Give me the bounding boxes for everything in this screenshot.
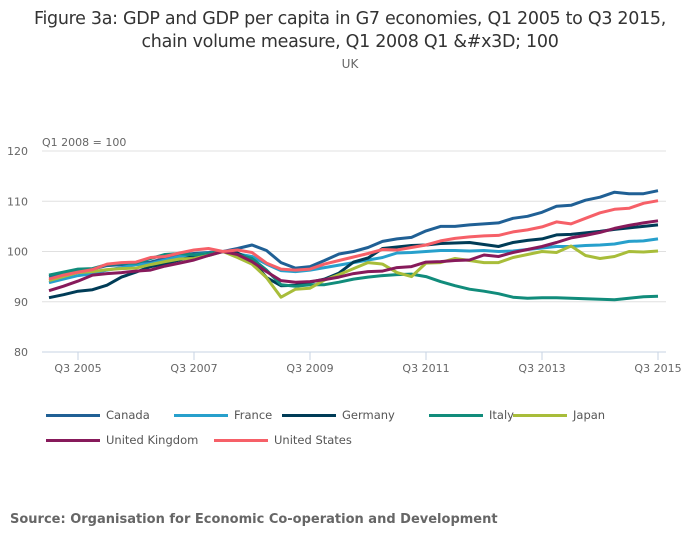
chart-subtitle: UK	[341, 57, 359, 71]
source-note: Source: Organisation for Economic Co-ope…	[10, 512, 498, 527]
chart-title-line-2: chain volume measure, Q1 2008 Q1 &#x3D; …	[141, 32, 559, 52]
x-tick-label: Q3 2009	[286, 362, 333, 375]
legend-label: Canada	[106, 408, 150, 422]
legend-swatch	[429, 413, 483, 417]
legend-label: Italy	[489, 408, 514, 422]
x-axis: Q3 2005 Q3 2007 Q3 2009 Q3 2011 Q3 2013 Q3 20…	[54, 352, 682, 375]
y-tick-label: 90	[14, 296, 28, 309]
y-axis: 80 90 100 110 120	[7, 145, 28, 359]
legend-label: United States	[274, 433, 352, 447]
series-line-germany[interactable]	[48, 223, 659, 300]
legend-swatch	[174, 413, 228, 417]
y-tick-label: 80	[14, 346, 28, 359]
legend-swatch	[513, 413, 567, 417]
series-line-united-kingdom[interactable]	[48, 219, 659, 293]
legend-swatch	[214, 438, 268, 442]
x-tick-label: Q3 2011	[402, 362, 449, 375]
series-lines	[48, 189, 659, 302]
x-tick-label: Q3 2007	[170, 362, 217, 375]
legend-label: France	[234, 408, 273, 422]
legend-item-united-states[interactable]: United States	[214, 433, 352, 447]
legend-item-canada[interactable]: Canada	[46, 408, 150, 422]
x-tick-label: Q3 2005	[54, 362, 101, 375]
chart-title-line-1: Figure 3a: GDP and GDP per capita in G7 …	[33, 9, 667, 29]
x-tick-label: Q3 2013	[518, 362, 565, 375]
legend-swatch	[46, 438, 100, 442]
legend-swatch	[282, 413, 336, 417]
y-tick-label: 100	[7, 246, 28, 259]
series-line-japan[interactable]	[48, 244, 659, 299]
series-line-united-states[interactable]	[48, 199, 659, 281]
legend-label: United Kingdom	[106, 433, 199, 447]
chart-title: Figure 3a: GDP and GDP per capita in G7 …	[0, 8, 700, 54]
legend-label: Japan	[573, 408, 606, 422]
legend-item-japan[interactable]: Japan	[513, 408, 605, 422]
y-tick-label: 110	[7, 195, 28, 208]
x-tick-label: Q3 2015	[634, 362, 681, 375]
legend-swatch	[46, 413, 100, 417]
series-line-italy[interactable]	[48, 250, 659, 302]
y-tick-label: 120	[7, 145, 28, 158]
gridlines	[42, 150, 666, 353]
legend-label: Germany	[342, 408, 395, 422]
legend-item-united-kingdom[interactable]: United Kingdom	[46, 433, 198, 447]
legend-item-germany[interactable]: Germany	[282, 408, 395, 422]
y-axis-unit-label: Q1 2008 = 100	[42, 136, 126, 149]
legend-item-italy[interactable]: Italy	[429, 408, 514, 422]
legend-item-france[interactable]: France	[174, 408, 272, 422]
